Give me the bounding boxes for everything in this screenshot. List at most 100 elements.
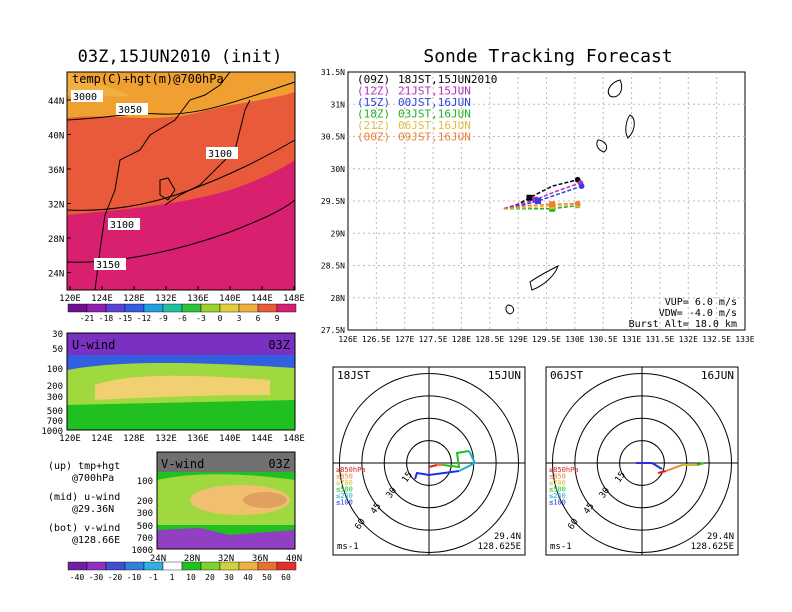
colorbar2-label: 20 [205,573,215,582]
island [529,265,559,291]
colorbar-label: 0 [218,314,223,323]
track-legend-code: (00Z) [357,131,390,144]
colorbar2-label: 30 [224,573,234,582]
hodo_left-time: 18JST [337,369,370,382]
track-y-tick: 31.5N [321,68,345,77]
track-y-tick: 31N [331,100,346,109]
lat-tick-label: 28N [48,235,64,245]
contour-label: 3000 [73,92,97,103]
contour-label-box [206,147,238,159]
colorbar2-label: -10 [127,573,142,582]
colorbar-cell [276,303,297,313]
legend-note-line2: @29.36N [72,504,114,515]
track-burst-point-5 [549,201,556,208]
lon-tick-label: 148E [283,294,305,304]
track-line-5 [503,202,578,210]
lat-tick-label: 24N [48,270,64,280]
hodo_right-level-label: ≤100 [549,499,566,507]
track-legend-code: (21Z) [357,119,390,132]
vwind-core [243,492,287,508]
hodo_right-hodo-segment [665,464,683,472]
vwind-x-tick: 40N [286,554,302,564]
contour-label: 3100 [110,220,134,231]
colorbar2-cell [200,561,221,571]
track-y-tick: 28.5N [321,262,345,271]
uwind-y-tick: 300 [47,393,63,403]
left-title: 03Z,15JUN2010 (init) [78,47,283,67]
colorbar2-cell [162,561,183,571]
track-y-tick: 29.5N [321,197,345,206]
colorbar-label: -3 [196,314,206,323]
track-legend-text: 03JST,16JUN [398,108,471,121]
uwind-frame [66,332,296,431]
coastline-korea [159,177,176,201]
contour-label: 3100 [208,149,232,160]
contour-label: 3050 [118,105,142,116]
colorbar2-cell [238,561,259,571]
uwind-y-tick: 30 [52,330,63,340]
colorbar2-label: 1 [170,573,175,582]
map-label: temp(C)+hgt(m)@700hPa [72,72,224,86]
colorbar-label: 9 [275,314,280,323]
track-param: Burst Alt= 18.0 km [629,319,737,330]
colorbar2-label: -1 [148,573,158,582]
track-title: Sonde Tracking Forecast [423,46,672,67]
lat-tick-label: 36N [48,166,64,176]
track-x-tick: 129.5E [532,335,561,344]
island [505,304,515,315]
lon-tick-label: 128E [123,294,145,304]
track-y-tick: 29N [331,229,346,238]
hodo_right-level-label: ≤500 [549,486,566,494]
coastline-asia [94,71,231,291]
lon-tick-label: 120E [59,294,81,304]
vwind-time: 03Z [268,457,290,471]
uwind-time: 03Z [268,338,290,352]
vwind-frame [156,451,296,550]
uwind-label: U-wind [72,338,115,352]
colorbar2-cell [257,561,278,571]
track-y-tick: 27.5N [321,326,345,335]
track-x-tick: 129E [509,335,528,344]
contour-label: 3150 [96,260,120,271]
colorbar-cell [67,303,88,313]
uwind-x-tick: 120E [59,434,81,444]
vwind-y-tick: 1000 [131,546,153,556]
track-y-tick: 28N [331,294,346,303]
colorbar2-cell [181,561,202,571]
colorbar-label: 3 [237,314,242,323]
uwind-y-tick: 50 [52,345,63,355]
legend-note-line1: (up) tmp+hgt [48,461,120,472]
track-x-tick: 126.5E [362,335,391,344]
hodo_left-hodo-segment [414,470,460,480]
island [625,114,635,139]
uwind-x-tick: 128E [123,434,145,444]
legend-note-line2: @700hPa [72,473,114,484]
legend-note-line2: @128.66E [72,535,120,546]
track-legend-text: 18JST,15JUN2010 [398,73,497,86]
hodo_left-level-label: ≤850 [336,473,353,481]
colorbar-cell [143,303,164,313]
uwind-x-tick: 124E [91,434,113,444]
colorbar2-label: -20 [108,573,123,582]
vwind-band-gray [157,452,295,472]
contour-label-box [71,90,103,102]
track-legend-text: 00JST,16JUN [398,96,471,109]
hodo_right-level-label: ≤850 [549,473,566,481]
hodo_left-unit: ms-1 [337,542,359,552]
track-end-point-5 [574,200,581,207]
vwind-y-tick: 100 [137,477,153,487]
hodo_right-hodo-segment [657,470,667,474]
vwind-y-tick: 500 [137,522,153,532]
colorbar2-cell [124,561,145,571]
hodo_left-lat: 29.4N [494,532,521,542]
uwind-jet [95,375,270,400]
hodo_left-level-label: ≥850hPa [336,466,366,474]
colorbar-cell [257,303,278,313]
uwind-y-tick: 100 [47,365,63,375]
colorbar-label: -6 [177,314,187,323]
hodo_right-lat: 29.4N [707,532,734,542]
vwind-label: V-wind [161,457,204,471]
hodo_right-level-label: ≤250 [549,492,566,500]
contour-3050 [66,81,296,121]
hodo_left-level-label: ≤250 [336,492,353,500]
